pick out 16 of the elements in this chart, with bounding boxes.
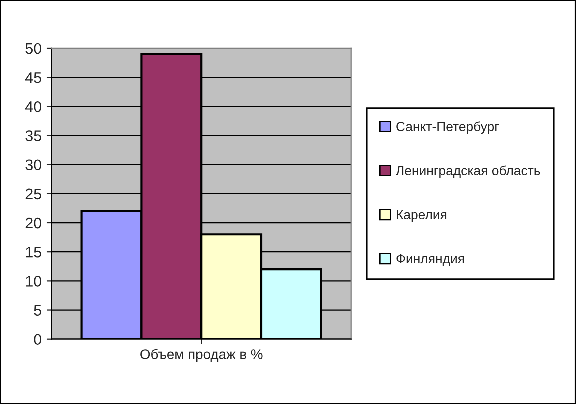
y-tick-label: 5 bbox=[34, 305, 42, 316]
y-tick-label: 30 bbox=[26, 160, 42, 171]
legend-label: Санкт-Петербург bbox=[396, 122, 500, 134]
y-tick-label: 45 bbox=[25, 72, 42, 84]
legend-label: Карелия bbox=[397, 210, 447, 222]
legend-label: Финляндия bbox=[396, 254, 464, 266]
y-tick-label: 0 bbox=[34, 334, 42, 346]
legend-label: Ленинградская область bbox=[396, 166, 540, 178]
y-tick-label: 25 bbox=[26, 188, 42, 200]
y-tick-label: 20 bbox=[26, 218, 42, 229]
y-tick-label: 50 bbox=[26, 43, 42, 54]
y-tick-label: 35 bbox=[26, 130, 42, 142]
x-tick-label: Объем продаж в % bbox=[140, 349, 263, 362]
y-tick-label: 10 bbox=[26, 276, 42, 287]
y-tick-label: 15 bbox=[26, 247, 42, 258]
y-tick-label: 40 bbox=[25, 102, 42, 112]
